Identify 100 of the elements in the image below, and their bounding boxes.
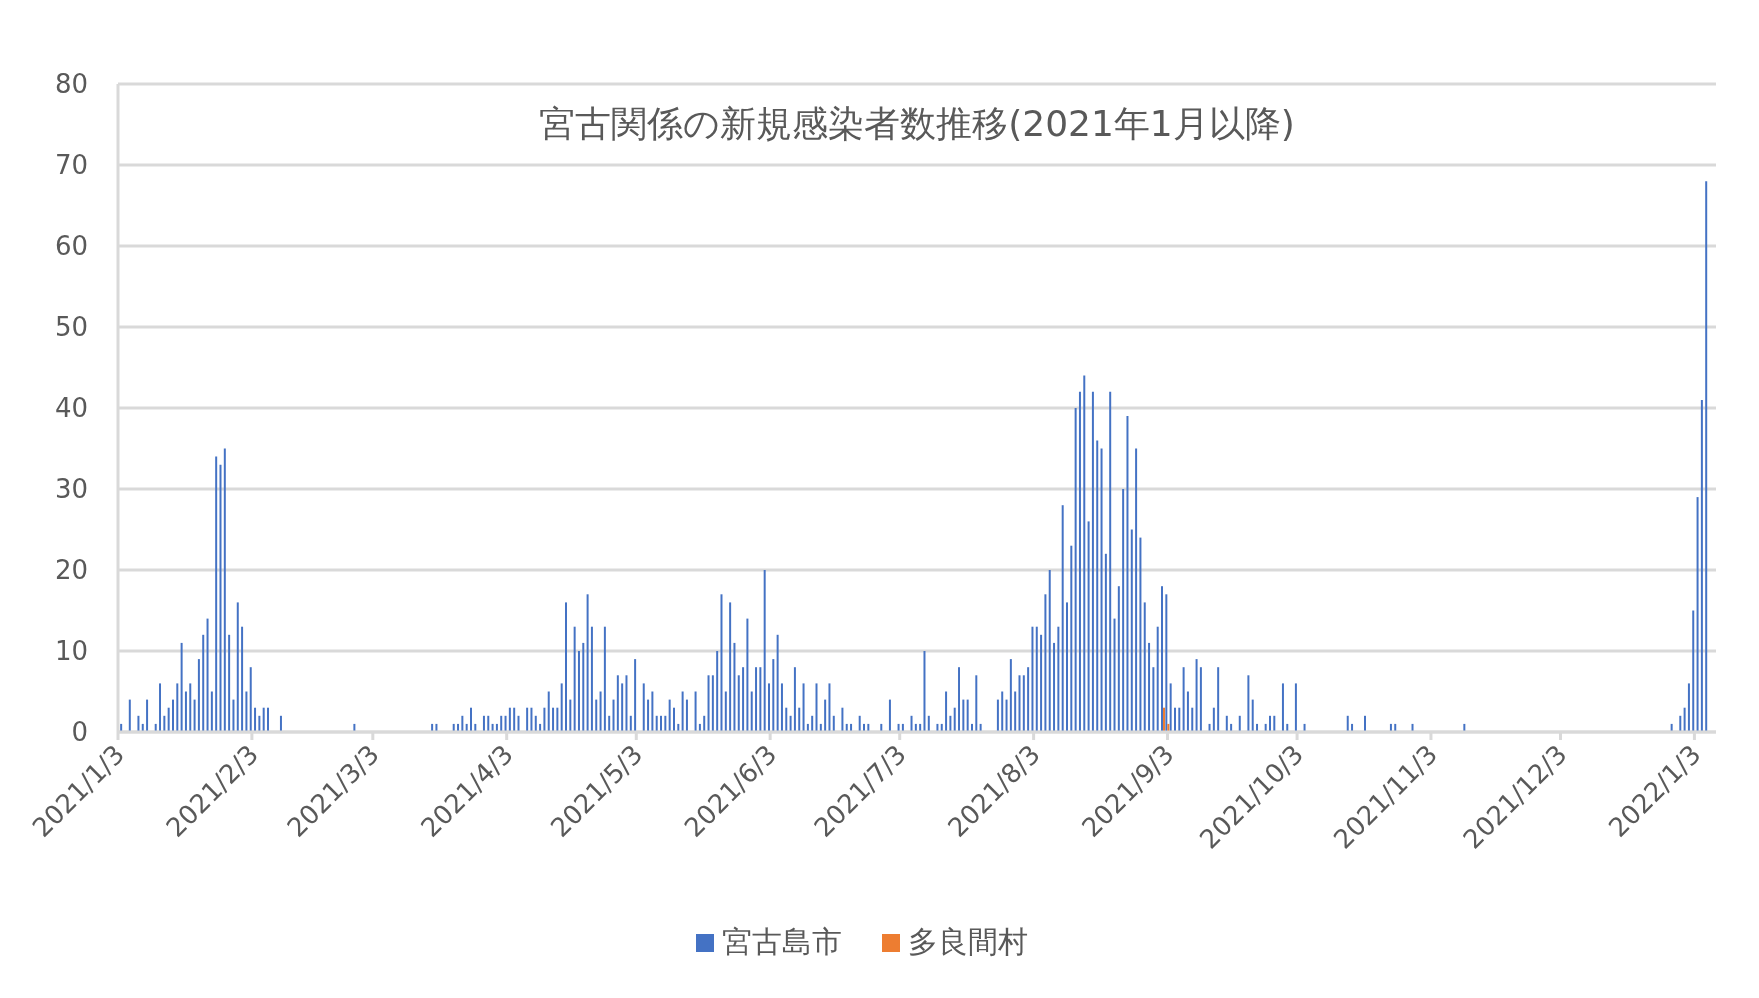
bar	[668, 699, 671, 732]
bar	[1022, 675, 1025, 732]
bar	[1096, 440, 1099, 732]
bar	[1247, 675, 1250, 732]
bar	[1074, 408, 1077, 732]
bar	[582, 642, 585, 732]
bar	[577, 651, 580, 732]
bar	[184, 691, 187, 732]
bar	[1005, 699, 1008, 732]
bar	[755, 667, 758, 732]
bar	[672, 707, 675, 732]
bar	[1135, 448, 1138, 732]
bar	[469, 707, 472, 732]
bar	[1130, 529, 1133, 732]
bar	[1078, 391, 1081, 732]
bar	[1696, 497, 1699, 732]
bar	[1113, 618, 1116, 732]
y-tick-label: 30	[54, 474, 88, 505]
bar	[1156, 626, 1159, 732]
bar	[1117, 586, 1120, 732]
bar	[565, 602, 568, 732]
bar	[163, 715, 166, 732]
bar	[612, 699, 615, 732]
y-tick-label: 10	[54, 636, 88, 667]
bar	[146, 699, 149, 732]
bar	[858, 715, 861, 732]
bar	[1083, 375, 1086, 732]
y-tick-label: 0	[71, 717, 88, 748]
bar	[232, 699, 235, 732]
bar	[590, 626, 593, 732]
bar	[660, 715, 663, 732]
bar	[1053, 642, 1056, 732]
y-tick-label: 40	[54, 393, 88, 424]
bar	[785, 707, 788, 732]
bar	[724, 691, 727, 732]
bar	[685, 699, 688, 732]
y-tick-label: 70	[54, 150, 88, 181]
bar	[1061, 505, 1064, 732]
bar	[703, 715, 706, 732]
bar	[789, 715, 792, 732]
bar	[733, 642, 736, 732]
bar	[1281, 683, 1284, 732]
bar	[945, 691, 948, 732]
bar	[586, 594, 589, 732]
bar	[750, 691, 753, 732]
bar	[1070, 545, 1073, 732]
bar	[258, 715, 261, 732]
bar	[215, 456, 218, 732]
bar	[137, 715, 140, 732]
bar	[1161, 586, 1164, 732]
legend-label: 多良間村	[908, 923, 1028, 961]
bar	[793, 667, 796, 732]
bar	[1679, 715, 1682, 732]
bar	[254, 707, 257, 732]
bar	[1273, 715, 1276, 732]
bar	[1048, 570, 1051, 732]
bar	[707, 675, 710, 732]
bar	[1238, 715, 1241, 732]
y-tick-label: 50	[54, 312, 88, 343]
bar	[694, 691, 697, 732]
y-tick-label: 60	[54, 231, 88, 262]
bar	[193, 699, 196, 732]
bar	[1163, 707, 1166, 732]
bar	[1169, 683, 1172, 732]
bar	[547, 691, 550, 732]
bar	[1009, 659, 1012, 732]
bar	[608, 715, 611, 732]
bar	[530, 707, 533, 732]
bar	[1148, 642, 1151, 732]
bar	[1014, 691, 1017, 732]
bar	[815, 683, 818, 732]
bar	[1143, 602, 1146, 732]
bar	[560, 683, 563, 732]
bar	[526, 707, 529, 732]
bar	[647, 699, 650, 732]
bar	[729, 602, 732, 732]
bar	[759, 667, 762, 732]
bar	[197, 659, 200, 732]
bar	[720, 594, 723, 732]
bar	[1001, 691, 1004, 732]
bar	[1191, 707, 1194, 732]
y-tick-label: 20	[54, 555, 88, 586]
bar	[1178, 707, 1181, 732]
bar	[1186, 691, 1189, 732]
bar	[603, 626, 606, 732]
bar	[811, 715, 814, 732]
bar	[556, 707, 559, 732]
bar	[210, 691, 213, 732]
bar	[1027, 667, 1030, 732]
bar	[953, 707, 956, 732]
bar	[1225, 715, 1228, 732]
bar	[552, 707, 555, 732]
bar	[206, 618, 209, 732]
bar	[711, 675, 714, 732]
bar	[595, 699, 598, 732]
bar	[223, 448, 226, 732]
bar	[279, 715, 282, 732]
bar	[267, 707, 269, 732]
bar	[128, 699, 131, 732]
bar	[621, 683, 624, 732]
